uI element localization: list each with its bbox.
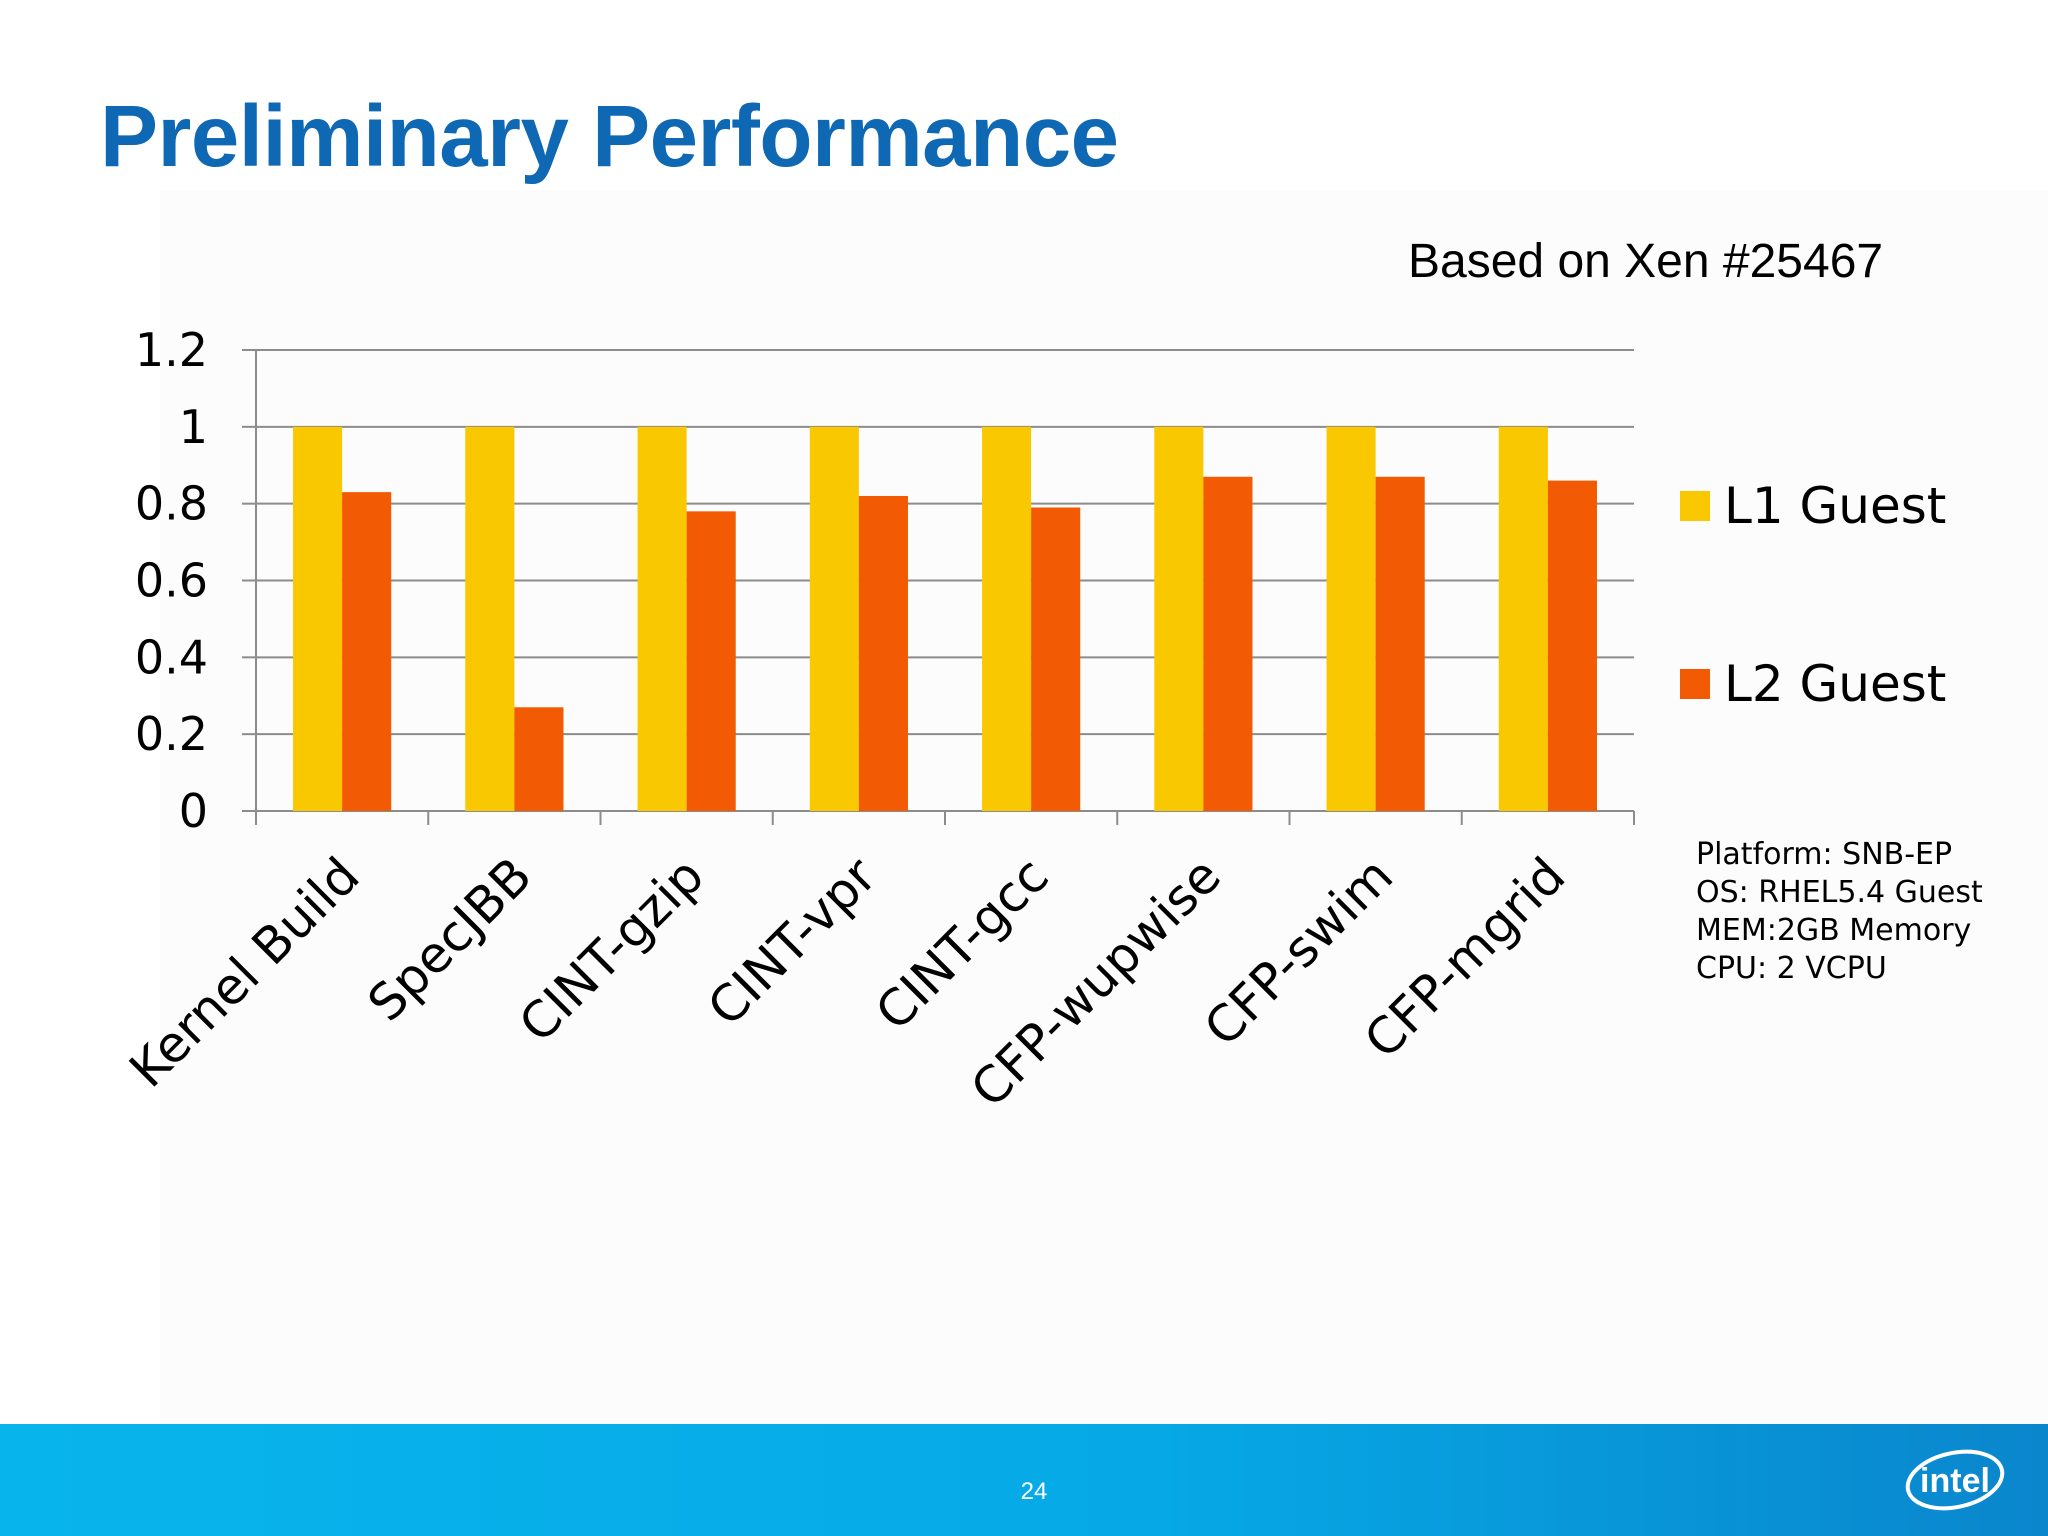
chart-subtitle: Based on Xen #25467 [1408,235,1884,288]
y-tick-label: 1 [179,400,208,454]
y-tick-label: 0.8 [135,477,208,531]
bar-l1-guest [637,426,687,811]
bar-l1-guest [809,426,859,811]
platform-info-line: CPU: 2 VCPU [1696,951,1887,986]
platform-info-line: MEM:2GB Memory [1696,913,1972,948]
legend-item-l1-guest: L1 Guest [1680,474,1946,538]
footer-bar [0,1424,2048,1536]
y-tick-label: 0.2 [135,707,208,761]
bar-l2-guest [686,511,736,811]
y-tick-label: 0.4 [135,630,208,684]
legend-label-l1-guest: L1 Guest [1724,477,1947,535]
bar-l2-guest [342,492,392,811]
bar-l1-guest [465,426,515,811]
x-tick-label: CINT-gzip [508,846,715,1053]
y-tick-label: 0 [179,784,208,838]
bar-l1-guest [1154,426,1204,811]
bar-l1-guest [1498,426,1548,811]
bar-l1-guest [1326,426,1376,811]
intel-logo: intel [1905,1449,2005,1511]
bar-l2-guest [1375,476,1425,811]
bar-l2-guest [514,707,564,811]
bar-l2-guest [1031,507,1081,811]
platform-info: Platform: SNB-EP OS: RHEL5.4 Guest MEM:2… [1696,836,2036,988]
legend-item-l2-guest: L2 Guest [1680,652,1946,716]
legend-swatch-l1-guest [1680,491,1710,521]
platform-info-line: OS: RHEL5.4 Guest [1696,875,1983,910]
page-number: 24 [1020,1478,1048,1505]
x-tick-label: Kernel Build [119,846,371,1098]
x-tick-label: CINT-vpr [697,846,888,1037]
bar-l1-guest [293,426,343,811]
y-tick-label: 0.6 [135,554,208,608]
bar-l1-guest [982,426,1032,811]
bar-l2-guest [858,495,908,811]
y-tick-label: 1.2 [135,323,208,377]
bar-l2-guest [1203,476,1253,811]
slide-title: Preliminary Performance [100,88,1119,185]
legend-label-l2-guest: L2 Guest [1724,655,1947,713]
platform-info-line: Platform: SNB-EP [1696,837,1953,872]
bar-l2-guest [1547,480,1597,811]
svg-text:intel: intel [1920,1462,1990,1500]
legend-swatch-l2-guest [1680,669,1710,699]
